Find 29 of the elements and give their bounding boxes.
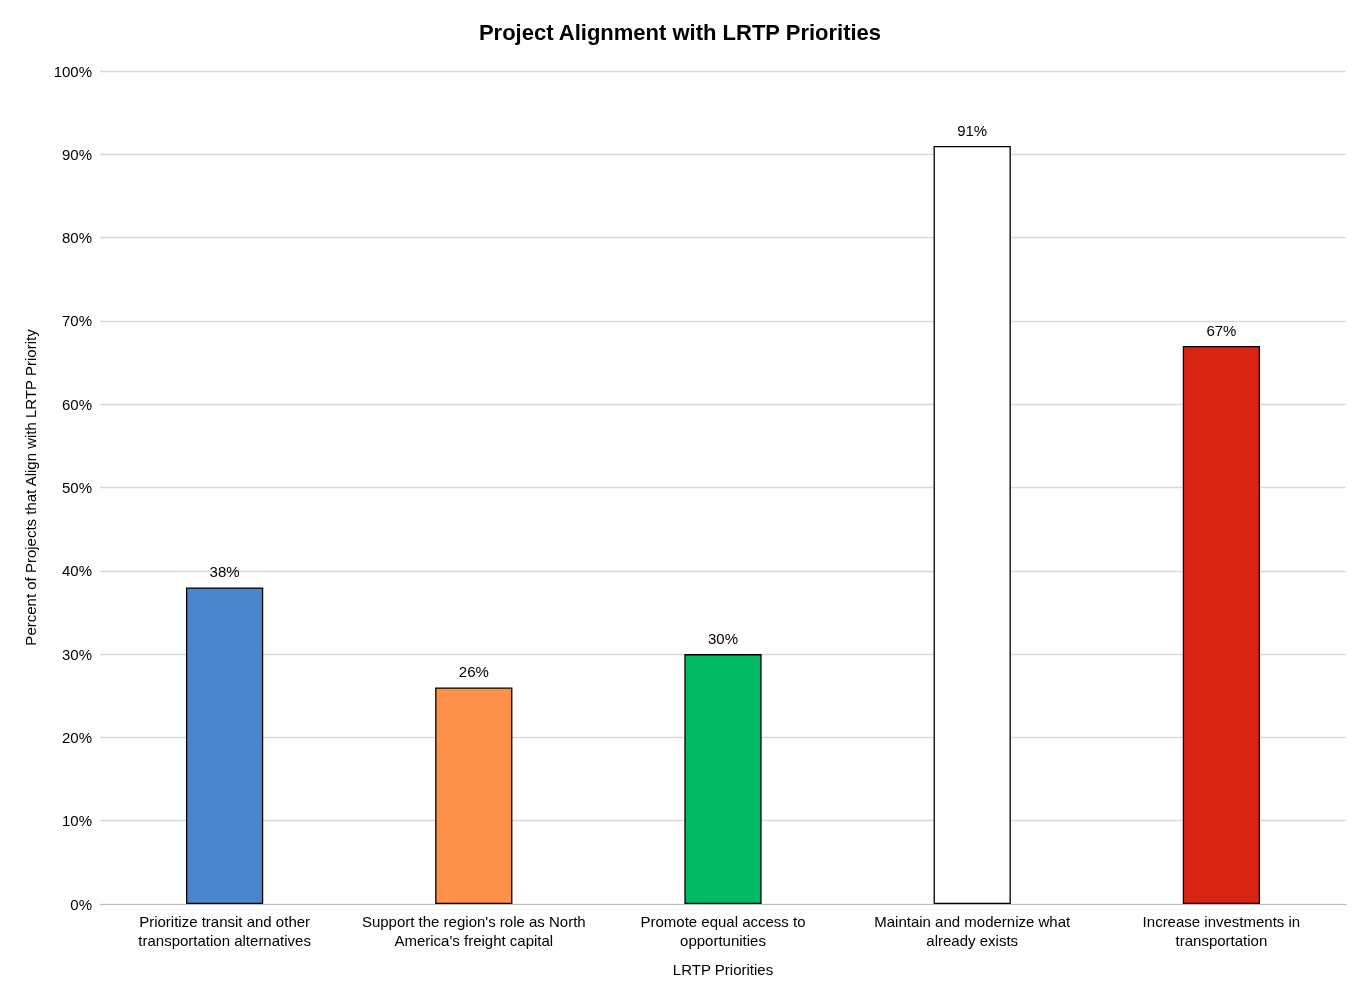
- bar: [435, 687, 513, 904]
- x-tick-label: Promote equal access to opportunities: [640, 913, 806, 949]
- y-tick-label: 0%: [70, 895, 92, 913]
- data-label: 26%: [458, 663, 489, 681]
- data-label: 67%: [1206, 321, 1237, 339]
- y-tick-label: 100%: [53, 62, 92, 80]
- bar: [684, 654, 762, 904]
- x-tick-label: Support the region's role as North America's freight capital: [361, 913, 586, 949]
- bar: [185, 587, 264, 904]
- y-tick-label: 90%: [61, 145, 92, 163]
- x-tick-label: Prioritize transit and other transportation alternatives: [138, 913, 311, 949]
- data-label: 38%: [209, 563, 240, 581]
- x-tick-label: Maintain and modernize what already exists: [874, 913, 1071, 949]
- y-axis-title: Percent of Projects that Align with LRTP Priority: [22, 328, 39, 646]
- y-tick-label: 40%: [61, 562, 92, 580]
- y-tick-label: 60%: [61, 395, 92, 413]
- y-tick-label: 80%: [61, 229, 92, 247]
- y-tick-label: 70%: [61, 312, 92, 330]
- bar: [1182, 345, 1261, 904]
- y-tick-label: 30%: [61, 645, 92, 663]
- data-label: 91%: [957, 121, 988, 139]
- chart-title: Project Alignment with LRTP Priorities: [478, 19, 882, 45]
- y-tick-label: 20%: [61, 728, 92, 746]
- y-tick-label: 50%: [61, 479, 92, 496]
- x-tick-label: Increase investments in transportation: [1142, 913, 1301, 949]
- y-tick-label: 10%: [61, 812, 92, 830]
- data-label: 30%: [707, 630, 739, 648]
- bar: [933, 145, 1011, 904]
- x-axis-title: LRTP Priorities: [672, 961, 774, 978]
